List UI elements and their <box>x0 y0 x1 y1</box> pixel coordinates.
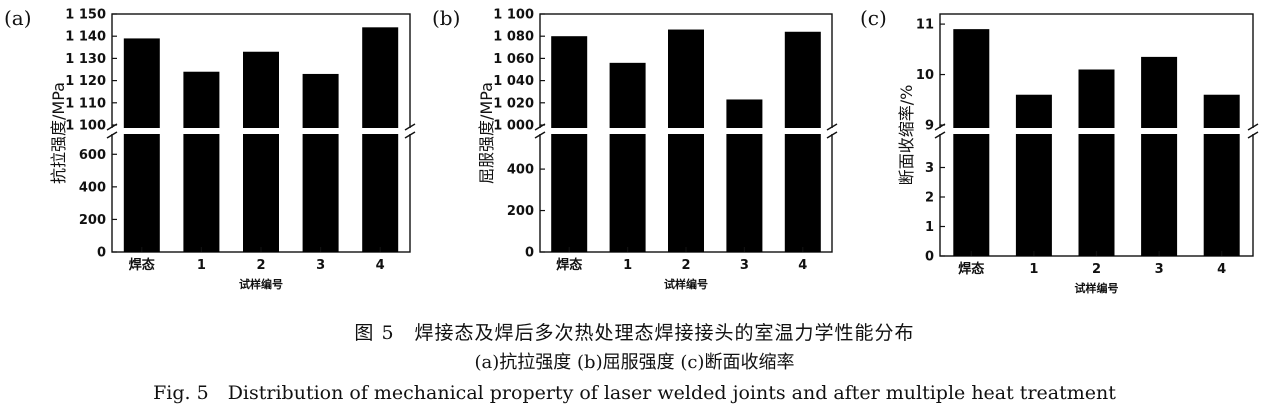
y-axis-title: 抗拉强度/MPa <box>49 82 68 184</box>
x-tick-label-0: 焊态 <box>958 261 984 277</box>
x-tick-label-0: 焊态 <box>129 257 155 273</box>
bar-3 <box>726 99 763 252</box>
bar-3 <box>302 73 339 252</box>
y-tick-label-upper-1: 1 110 <box>65 96 106 111</box>
left-break-mark-lower <box>934 131 946 139</box>
y-tick-label-upper-0: 1 000 <box>493 119 534 134</box>
y-tick-label-upper-3: 1 060 <box>493 52 534 67</box>
right-break-mark-lower <box>826 131 838 139</box>
x-tick-label-3: 3 <box>316 258 325 273</box>
x-tick-label-0: 焊态 <box>556 257 582 273</box>
right-break-mark-lower <box>1247 131 1259 139</box>
axis-break-gap <box>104 128 418 134</box>
x-tick-label-3: 3 <box>740 258 749 273</box>
panel-label-a: (a) <box>4 6 32 30</box>
axis-break-gap <box>932 128 1261 134</box>
x-tick-label-1: 1 <box>197 258 206 273</box>
right-break-mark-upper <box>404 123 416 131</box>
x-tick-label-1: 1 <box>1029 262 1038 277</box>
y-tick-label-lower-0: 0 <box>97 246 106 261</box>
y-tick-label-lower-1: 200 <box>507 204 534 219</box>
bar-1 <box>183 71 220 252</box>
y-tick-label-lower-2: 400 <box>79 180 106 195</box>
caption-subpanels: (a)抗拉强度 (b)屈服强度 (c)断面收缩率 <box>474 352 795 373</box>
y-tick-label-lower-2: 400 <box>507 163 534 178</box>
caption-chinese: 图 5 焊接态及焊后多次热处理态焊接接头的室温力学性能分布 <box>354 322 915 344</box>
y-tick-label-upper-4: 1 140 <box>65 30 106 45</box>
chart-b: 1 000 1 020 1 040 1 060 1 080 1 100 0 200 400 焊态 1… <box>477 8 840 291</box>
bar-1 <box>1015 94 1052 257</box>
x-tick-label-4: 4 <box>376 258 385 273</box>
y-tick-label-upper-2: 1 120 <box>65 74 106 89</box>
bar-1 <box>609 62 646 253</box>
y-tick-label-upper-2: 11 <box>916 18 934 33</box>
caption-english: Fig. 5 Distribution of mechanical proper… <box>153 382 1116 404</box>
bar-3 <box>1141 56 1178 256</box>
x-tick-label-2: 2 <box>1092 262 1101 277</box>
bar-4 <box>362 27 399 252</box>
x-tick-label-2: 2 <box>256 258 265 273</box>
y-tick-label-lower-1: 1 <box>925 220 934 235</box>
y-tick-label-upper-2: 1 040 <box>493 74 534 89</box>
y-tick-label-upper-3: 1 130 <box>65 52 106 67</box>
y-tick-label-upper-5: 1 100 <box>493 8 534 23</box>
x-tick-label-2: 2 <box>681 258 690 273</box>
y-tick-label-lower-3: 600 <box>79 148 106 163</box>
x-axis-title: 试样编号 <box>239 277 283 291</box>
bar-0 <box>123 38 160 252</box>
right-break-mark-lower <box>404 131 416 139</box>
bar-2 <box>243 51 279 252</box>
y-tick-label-lower-3: 3 <box>925 161 934 176</box>
panel-label-b: (b) <box>432 6 461 30</box>
y-tick-label-upper-1: 1 020 <box>493 96 534 111</box>
y-tick-label-lower-0: 0 <box>925 250 934 265</box>
x-tick-label-4: 4 <box>1217 262 1226 277</box>
bar-0 <box>551 36 588 253</box>
chart-c: 9 10 11 0 1 2 3 焊态 1 2 3 4 试样编号 断面收缩率/% <box>897 13 1261 295</box>
x-tick-label-1: 1 <box>623 258 632 273</box>
axis-break-gap <box>532 128 840 134</box>
y-tick-label-lower-1: 200 <box>79 213 106 228</box>
y-tick-label-upper-0: 9 <box>925 119 934 134</box>
x-axis-title: 试样编号 <box>664 277 708 291</box>
bar-0 <box>953 29 990 256</box>
y-tick-label-lower-2: 2 <box>925 191 934 206</box>
y-tick-label-upper-0: 1 100 <box>65 119 106 134</box>
y-axis-title: 断面收缩率/% <box>897 85 916 186</box>
x-axis-title: 试样编号 <box>1075 281 1119 295</box>
bar-2 <box>1078 69 1115 256</box>
bar-2 <box>668 29 704 252</box>
x-tick-label-3: 3 <box>1155 262 1164 277</box>
right-break-mark-upper <box>1247 123 1259 131</box>
chart-a: 1 100 1 110 1 120 1 130 1 140 1 150 0 200 400 600… <box>49 8 418 291</box>
right-break-mark-upper <box>826 123 838 131</box>
y-tick-label-upper-4: 1 080 <box>493 30 534 45</box>
y-tick-label-lower-0: 0 <box>525 246 534 261</box>
left-break-mark-lower <box>534 131 546 139</box>
y-axis-title: 屈服强度/MPa <box>477 82 496 184</box>
y-tick-label-upper-1: 10 <box>916 68 934 83</box>
bar-4 <box>784 31 821 253</box>
y-tick-label-upper-5: 1 150 <box>65 8 106 23</box>
x-tick-label-4: 4 <box>798 258 807 273</box>
panel-label-c: (c) <box>860 6 887 30</box>
left-break-mark-lower <box>106 131 118 139</box>
bar-4 <box>1203 94 1240 257</box>
